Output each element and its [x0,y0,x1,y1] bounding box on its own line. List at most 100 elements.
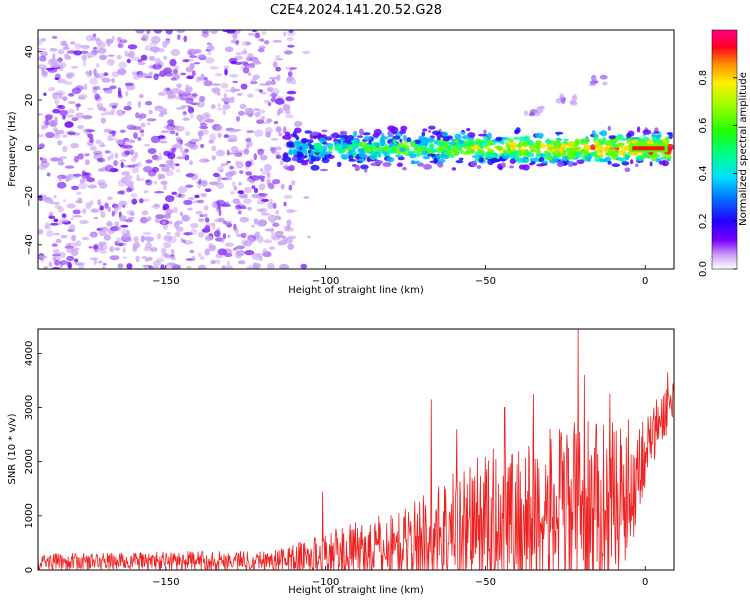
spectrogram-cell [286,225,291,231]
spectrogram-cell [161,254,170,258]
spectrogram-ticks: −150 −100 −50 0 −40 −20 0 20 40 [24,45,648,287]
spectrogram-cell [115,139,125,145]
spectrogram-cell [222,233,227,240]
spectrogram-cell [89,200,94,206]
spectrogram-cell [118,200,128,206]
spectrogram-cell [319,168,329,172]
spectrogram-cell [187,106,195,114]
spectrogram-cell [269,76,278,80]
spectrogram-cell [328,154,332,158]
spectrogram-cell [660,156,667,160]
spectrogram-cell [165,30,173,35]
spectrogram-cell [254,129,264,137]
spectrogram-cell [60,234,68,239]
spectrogram-cell [359,128,364,136]
spectrogram-cell [635,163,639,167]
spectrogram-cell [126,263,133,269]
spectrogram-cell [144,101,153,106]
spectrogram-cell [183,35,188,43]
spectrogram-cell [67,101,76,104]
spectrogram-cell [162,206,167,211]
spectrogram-cell [307,149,312,154]
spectrogram-cell [86,177,95,183]
spectrogram-cell [204,248,210,256]
spectrogram-cell [129,211,135,216]
spectrogram-cell [272,61,278,68]
spectrogram-cell [131,166,139,174]
spectrogram-cell [286,37,294,42]
spectrogram-cell [62,134,68,138]
spectrogram-cell [565,147,573,153]
spectrogram-cell [211,145,217,152]
spectrogram-cell [225,99,235,104]
spectrogram-cell [232,80,238,84]
spectrogram-cell [274,58,284,61]
spectrogram-cell [171,191,178,195]
spectrogram-cell [186,75,194,80]
spectrogram-cell [285,237,293,244]
spectrogram-cell [429,143,435,149]
spectrogram-cell [380,140,386,146]
spectrogram-cell [402,167,407,171]
spectrogram-cell [289,209,298,213]
spectrogram-cell [363,154,368,158]
spectrogram-cell [145,241,152,249]
spectrogram-cell [218,209,222,217]
spectrogram-cell [190,138,200,143]
spectrogram-cell [135,255,140,263]
spectrogram-cell [158,113,165,117]
spectrogram-cell [121,171,130,176]
spectrogram-cell [272,202,277,209]
spectrogram-cell [139,216,149,224]
spectrogram-cell [204,188,212,192]
spectrogram-cell [51,243,58,247]
spectrogram-cell [285,166,294,171]
spectrogram-cell [300,263,308,269]
spectrogram-cell [461,129,465,133]
colorbar: 0.0 0.2 0.4 0.6 0.8 Normalized spectral ampl… [698,29,749,277]
spectrogram-cell [237,190,245,195]
spectrogram-cell [275,54,281,59]
spectrogram-cell [366,144,375,148]
spectrogram-cell [124,150,131,156]
spectrogram-cell [107,134,113,142]
snr-panel: −150 −100 −50 0 0 1000 2000 3000 4000 Height of … [7,328,675,596]
spectrogram-cell [282,156,292,163]
spectrogram-cell [301,138,307,144]
spectrogram-cell [180,237,184,243]
spectrogram-cell [593,77,597,81]
spectrogram-cell [546,155,553,161]
spectrogram-cell [260,213,271,216]
spectrogram-cell [203,77,209,81]
spectrogram-cell [135,30,145,34]
spectrogram-cell [525,158,530,163]
spectrogram-cell [87,184,97,189]
spectrogram-cell [87,55,92,59]
spectrogram-cell [199,214,204,218]
spectrogram-cell [388,142,394,149]
spectrogram-cell [71,185,79,190]
spectrogram-cell [166,87,171,91]
spectrogram-cell [567,141,575,147]
spectrogram-cell [194,194,200,199]
spectrogram-cell [404,152,410,156]
spectrogram-cell [486,139,494,146]
spectrogram-cell [350,143,358,147]
spectrogram-cell [62,114,66,120]
spectrogram-cell [246,178,253,182]
spectrogram-cell [270,227,274,235]
spectrogram-cell [279,160,284,166]
spectrogram-cell [509,158,516,165]
spectrogram-cell [73,50,82,56]
spectrogram-cell [145,257,149,262]
spectrogram-cell [203,213,208,218]
spectrogram-cell [50,201,61,205]
spectrogram-cell [185,173,195,177]
spectrogram-cell [66,114,75,118]
spectrogram-cell [574,146,581,150]
spectrogram-cell [107,54,115,57]
spectrogram-cell [140,133,145,137]
spectrogram-cell [131,198,138,205]
spectrogram-cell [246,130,255,134]
spectrogram-cell [223,134,230,139]
